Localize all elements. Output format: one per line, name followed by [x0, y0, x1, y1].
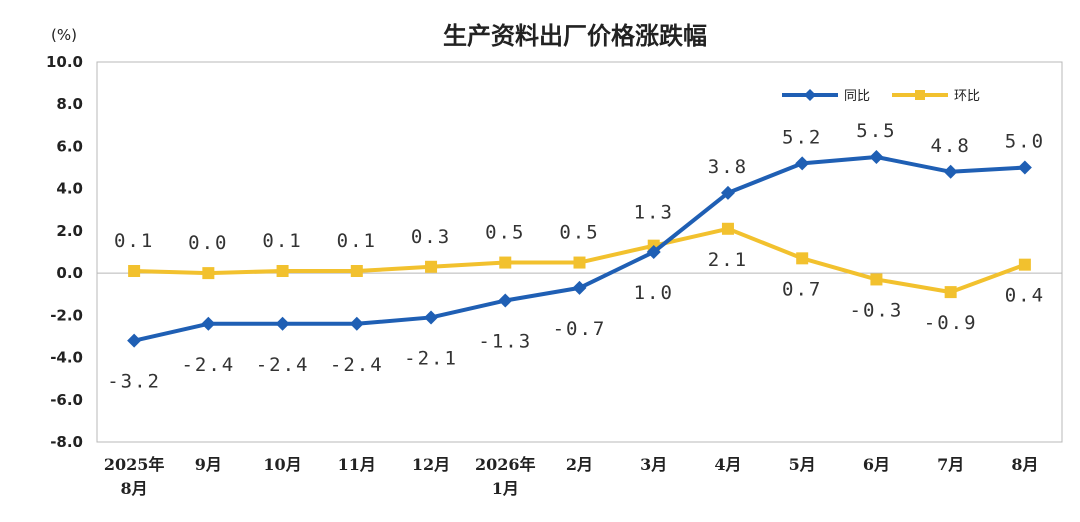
x-tick-label: 8月	[1011, 455, 1038, 474]
x-tick-label: 11月	[338, 455, 376, 474]
y-tick-label: 0.0	[56, 264, 83, 282]
y-tick-label: -6.0	[50, 391, 83, 409]
data-point-yoy	[795, 156, 810, 171]
legend-mom-label: 环比	[954, 89, 980, 104]
data-label-yoy: -2.4	[256, 354, 310, 376]
data-label-mom: 0.3	[411, 226, 451, 248]
data-label-mom: 2.1	[708, 249, 748, 271]
data-point-mom	[573, 256, 586, 269]
x-tick-label: 7月	[937, 455, 964, 474]
data-label-mom: 0.5	[559, 222, 599, 244]
y-tick-label: -8.0	[50, 433, 83, 451]
y-tick-label: -4.0	[50, 349, 83, 367]
data-point-yoy	[720, 185, 735, 200]
data-point-yoy	[349, 316, 364, 331]
legend-yoy-marker	[804, 89, 816, 101]
chart-title: 生产资料出厂价格涨跌幅	[443, 22, 707, 50]
data-label-mom: 0.7	[782, 278, 822, 300]
y-tick-label: 2.0	[56, 222, 83, 240]
data-label-yoy: 5.2	[782, 126, 822, 148]
plot-frame	[96, 61, 1063, 443]
y-tick-label: 4.0	[56, 180, 83, 198]
data-point-yoy	[1017, 160, 1032, 175]
data-point-yoy	[869, 150, 884, 164]
data-label-mom: 0.5	[485, 222, 525, 244]
x-tick-label: 1月	[492, 479, 519, 498]
x-tick-label: 5月	[789, 455, 816, 474]
x-tick-label: 4月	[714, 455, 741, 474]
data-label-mom: 0.1	[337, 230, 377, 252]
data-point-yoy	[127, 333, 142, 348]
legend-mom-marker	[915, 90, 925, 100]
y-tick-label: -2.0	[50, 306, 83, 324]
data-point-yoy	[424, 310, 439, 325]
data-point-yoy	[498, 293, 513, 308]
data-point-mom	[202, 267, 215, 280]
data-point-mom	[944, 286, 957, 299]
x-tick-label: 8月	[121, 479, 148, 498]
data-point-yoy	[201, 316, 216, 331]
data-point-mom	[796, 252, 809, 265]
data-label-yoy: 4.8	[930, 135, 970, 157]
y-tick-label: 10.0	[46, 53, 83, 71]
data-label-mom: 0.4	[1005, 285, 1045, 307]
data-point-mom	[721, 222, 734, 235]
data-label-yoy: -1.3	[478, 331, 532, 353]
data-label-yoy: -0.7	[553, 318, 607, 340]
data-label-yoy: 5.5	[856, 120, 896, 142]
data-label-yoy: 1.0	[634, 282, 674, 304]
y-tick-label: 6.0	[56, 137, 83, 155]
x-tick-label: 12月	[412, 455, 450, 474]
data-label-mom: 0.1	[114, 230, 154, 252]
x-tick-label: 3月	[640, 455, 667, 474]
data-point-yoy	[572, 280, 587, 295]
x-tick-label: 2026年	[475, 455, 536, 474]
data-point-yoy	[275, 316, 290, 331]
data-label-yoy: -2.1	[404, 347, 458, 369]
data-point-yoy	[943, 164, 958, 179]
x-tick-label: 6月	[863, 455, 890, 474]
data-label-yoy: -2.4	[181, 354, 235, 376]
data-label-mom: 1.3	[634, 202, 674, 224]
data-point-mom	[128, 265, 141, 277]
data-point-mom	[1018, 258, 1031, 271]
data-label-mom: 0.0	[188, 232, 228, 254]
data-label-yoy: -2.4	[330, 354, 384, 376]
x-tick-label: 10月	[263, 455, 301, 474]
y-tick-label: 8.0	[56, 95, 83, 113]
data-label-mom: 0.1	[262, 230, 302, 252]
y-axis-unit: (%)	[51, 26, 77, 44]
legend-yoy-label: 同比	[844, 89, 870, 104]
x-tick-label: 9月	[195, 455, 222, 474]
data-point-mom	[499, 256, 512, 269]
data-label-yoy: 5.0	[1005, 131, 1045, 153]
data-label-mom: -0.3	[850, 299, 904, 321]
data-point-yoy	[646, 245, 661, 259]
x-tick-label: 2025年	[104, 455, 165, 474]
data-point-mom	[276, 265, 289, 277]
data-point-mom	[870, 273, 883, 286]
data-point-mom	[350, 265, 363, 277]
data-label-yoy: -3.2	[107, 371, 161, 393]
x-tick-label: 2月	[566, 455, 593, 474]
data-label-yoy: 3.8	[708, 156, 748, 178]
data-point-mom	[425, 260, 438, 273]
data-label-mom: -0.9	[924, 312, 978, 334]
